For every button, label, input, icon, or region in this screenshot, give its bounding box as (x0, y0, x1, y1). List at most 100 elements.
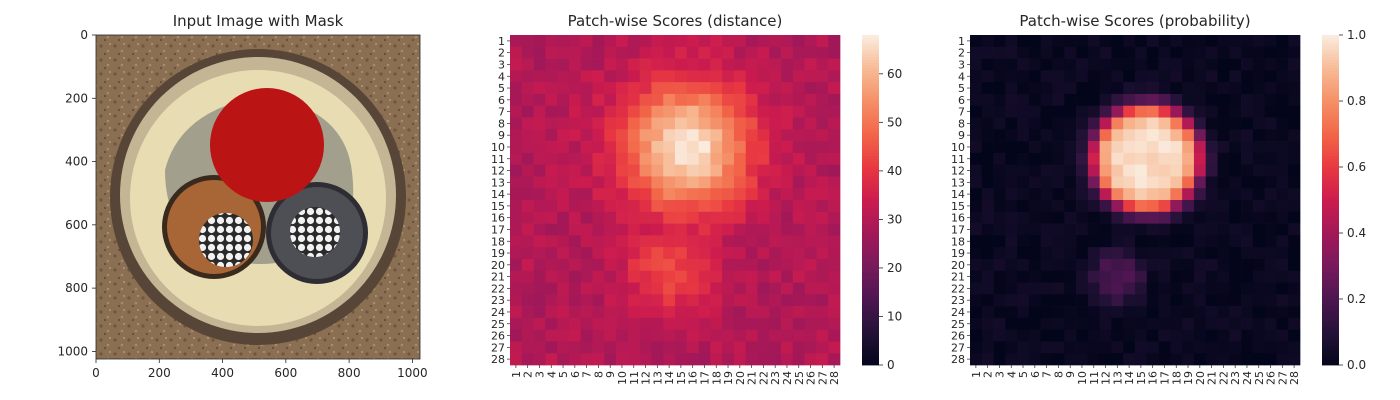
heatmap-cell (686, 164, 699, 177)
colorbar-segment (1322, 301, 1339, 305)
heatmap-cell (1252, 329, 1265, 342)
colorbar-segment (1322, 334, 1339, 338)
colorbar-segment (862, 186, 879, 190)
heatmap-cell (545, 353, 558, 366)
heatmap-cell (1123, 211, 1136, 224)
heatmap-cell (1111, 117, 1124, 130)
heatmap-cell (639, 247, 652, 260)
heatmap-cell (510, 211, 523, 224)
heatmap-cell (804, 247, 817, 260)
heatmap-cell (1135, 93, 1148, 107)
heatmap-cell (698, 294, 711, 307)
heatmap-cell (1040, 329, 1053, 342)
heatmap-cell (993, 105, 1006, 118)
colorbar-segment (1322, 213, 1339, 217)
heatmap-cell (1064, 235, 1077, 248)
colorbar-segment (1322, 268, 1339, 272)
heatmap-cell (710, 223, 723, 236)
heatmap-cell (510, 105, 523, 118)
heatmap-y-tick-label: 6 (958, 94, 965, 107)
colorbar-segment (1322, 117, 1339, 121)
heatmap-cell (710, 341, 723, 354)
heatmap-cell (1052, 105, 1065, 118)
heatmap-cell (769, 129, 782, 142)
heatmap-cell (1182, 129, 1195, 142)
colorbar-segment (862, 255, 879, 259)
heatmap-cell (1123, 200, 1136, 213)
heatmap-cell (816, 70, 829, 83)
heatmap-cell (568, 82, 582, 95)
heatmap-cell (981, 82, 994, 95)
heatmap-cell (970, 270, 983, 283)
heatmap-cell (1276, 341, 1289, 354)
heatmap-cell (533, 294, 546, 307)
heatmap-cell (604, 164, 617, 177)
heatmap-y-tick-label: 18 (951, 235, 965, 248)
heatmap-cell (592, 164, 605, 177)
heatmap-cell (1158, 152, 1171, 165)
colorbar-segment (862, 125, 879, 129)
heatmap-cell (510, 282, 523, 295)
probability-heatmap-y-axis: 1234567891011121314151617181920212223242… (951, 35, 970, 366)
heatmap-cell (616, 223, 629, 236)
heatmap-cell (557, 93, 570, 107)
heatmap-cell (804, 105, 817, 118)
colorbar-segment (862, 329, 879, 333)
heatmap-cell (1229, 258, 1242, 272)
heatmap-y-tick-label: 7 (958, 106, 965, 119)
heatmap-cell (1182, 93, 1195, 107)
heatmap-cell (557, 211, 570, 224)
heatmap-cell (1052, 317, 1065, 330)
heatmap-cell (1064, 141, 1077, 154)
heatmap-cell (510, 270, 523, 283)
heatmap-cell (970, 353, 983, 366)
heatmap-y-tick-label: 2 (498, 47, 505, 60)
heatmap-cell (792, 117, 805, 130)
colorbar-segment (862, 227, 879, 231)
heatmap-cell (1264, 35, 1277, 48)
heatmap-cell (757, 258, 770, 272)
heatmap-cell (1170, 270, 1183, 283)
heatmap-cell (1028, 282, 1042, 295)
heatmap-cell (616, 46, 629, 59)
heatmap-cell (1017, 282, 1030, 295)
heatmap-y-tick-label: 20 (491, 259, 505, 272)
heatmap-cell (1087, 341, 1100, 354)
heatmap-cell (804, 200, 817, 213)
heatmap-cell (1052, 247, 1065, 260)
heatmap-cell (722, 282, 735, 295)
heatmap-cell (510, 82, 523, 95)
heatmap-cell (616, 129, 629, 142)
heatmap-cell (545, 247, 558, 260)
colorbar-segment (1322, 307, 1339, 311)
colorbar-segment (862, 345, 879, 349)
heatmap-cell (993, 294, 1006, 307)
heatmap-cell (733, 258, 747, 272)
heatmap-cell (1146, 188, 1159, 201)
heatmap-cell (616, 317, 629, 330)
heatmap-cell (639, 317, 652, 330)
heatmap-cell (698, 270, 711, 283)
heatmap-cell (639, 117, 652, 130)
heatmap-cell (1182, 70, 1195, 83)
heatmap-cell (698, 353, 711, 366)
heatmap-cell (592, 200, 605, 213)
heatmap-cell (510, 200, 523, 213)
heatmap-cell (686, 341, 699, 354)
heatmap-cell (1217, 306, 1230, 319)
heatmap-cell (1028, 46, 1042, 59)
colorbar-segment (862, 183, 879, 187)
colorbar-segment (1322, 40, 1339, 44)
heatmap-cell (533, 46, 546, 59)
heatmap-cell (1193, 58, 1207, 71)
heatmap-cell (675, 117, 688, 130)
heatmap-cell (1288, 93, 1301, 107)
heatmap-cell (769, 105, 782, 118)
heatmap-cell (686, 70, 699, 83)
colorbar-segment (1322, 180, 1339, 184)
heatmap-cell (1217, 317, 1230, 330)
heatmap-cell (1205, 223, 1218, 236)
heatmap-cell (710, 70, 723, 83)
title-distance-heatmap: Patch-wise Scores (distance) (568, 12, 783, 30)
heatmap-cell (993, 258, 1006, 272)
